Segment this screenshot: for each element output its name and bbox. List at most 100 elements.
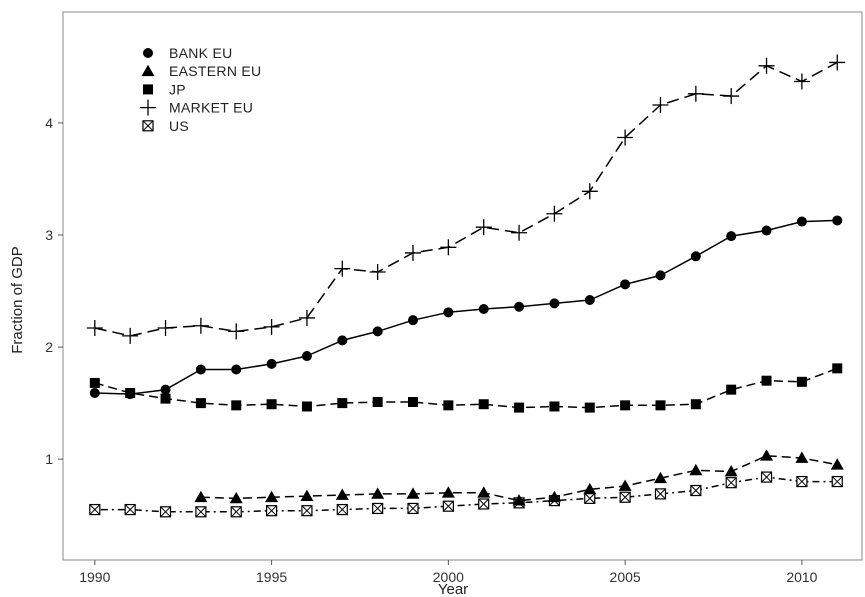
eastern-eu-point — [265, 490, 279, 503]
series-group — [86, 54, 846, 518]
us-point — [372, 502, 384, 515]
us-point — [442, 500, 454, 512]
bank-eu-point — [832, 215, 843, 226]
jp-point — [584, 402, 595, 413]
market-eu-point — [687, 85, 704, 102]
eastern-eu-point — [583, 482, 597, 495]
legend-market-eu-point — [140, 99, 156, 116]
bank-eu-point — [584, 295, 595, 306]
us-point — [654, 488, 667, 500]
legend-label: MARKET EU — [169, 100, 253, 116]
eastern-eu-point — [618, 479, 632, 491]
jp-point — [443, 400, 454, 411]
bank-eu-point — [408, 315, 419, 326]
jp-point — [726, 384, 737, 395]
us-point — [796, 475, 808, 488]
jp-point — [514, 402, 525, 413]
bank-eu-point — [89, 388, 100, 399]
eastern-eu-point — [512, 494, 526, 506]
y-tick-label: 3 — [45, 227, 53, 243]
market-eu-point — [192, 317, 209, 334]
legend-eastern-eu-point — [141, 64, 155, 77]
us-point — [690, 484, 702, 497]
us-point — [619, 491, 631, 503]
legend-item-eastern-eu: EASTERN EU — [141, 63, 261, 79]
legend-item-market-eu: MARKET EU — [140, 99, 253, 116]
y-axis-title: Fraction of GDP — [9, 246, 26, 354]
us-point — [478, 498, 490, 510]
market-eu-point — [758, 57, 775, 74]
bank-eu-point — [231, 364, 242, 375]
x-tick-label: 2005 — [610, 569, 641, 585]
bank-eu-point — [125, 389, 136, 400]
jp-point — [655, 400, 666, 411]
bank-eu-point — [372, 326, 383, 337]
x-tick-label: 1995 — [256, 569, 287, 585]
bank-eu-point — [160, 384, 171, 395]
market-eu-point — [405, 244, 422, 261]
market-eu-point — [652, 97, 669, 114]
eastern-eu-point — [194, 490, 208, 503]
us-point — [195, 506, 207, 518]
market-eu-point — [617, 129, 634, 146]
us-point — [725, 477, 737, 489]
bank-eu-line — [94, 219, 838, 395]
bank-eu-point — [726, 231, 737, 242]
eastern-eu-point — [724, 464, 738, 477]
jp-line — [94, 367, 838, 409]
us-point — [301, 505, 313, 517]
jp-point — [796, 376, 807, 387]
market-eu-point — [228, 323, 245, 340]
us-point — [760, 471, 773, 483]
eastern-eu-point — [689, 463, 703, 476]
market-eu-point — [86, 320, 103, 337]
eastern-eu-point — [795, 451, 809, 463]
bank-eu-point — [337, 335, 348, 346]
legend-bank-eu-point — [143, 48, 153, 58]
eastern-eu-point — [441, 486, 455, 498]
bank-eu-point — [655, 270, 666, 281]
market-eu-point — [546, 205, 563, 222]
axes: 1990 1995 2000 2005 2010 1 2 3 4 — [45, 11, 863, 585]
us-point — [407, 502, 419, 515]
bank-eu-point — [690, 251, 701, 262]
jp-point — [160, 393, 171, 404]
market-eu-point — [298, 309, 315, 326]
jp-point — [195, 398, 206, 409]
y-tick-label: 2 — [45, 339, 53, 355]
market-eu-point — [263, 318, 280, 335]
jp-point — [372, 396, 383, 407]
market-eu-point — [829, 54, 846, 71]
jp-point — [549, 401, 560, 412]
market-eu-point — [475, 219, 492, 236]
us-point — [159, 506, 172, 518]
jp-point — [337, 398, 348, 409]
jp-point — [301, 401, 312, 412]
x-tick-label: 2000 — [433, 569, 464, 585]
eastern-eu-series — [194, 449, 844, 506]
jp-point — [478, 399, 489, 410]
bank-eu-point — [478, 303, 489, 314]
market-eu-point — [723, 88, 740, 105]
market-eu-point — [334, 260, 351, 277]
eastern-eu-point — [300, 489, 314, 501]
bank-eu-point — [620, 279, 631, 290]
market-eu-point — [511, 224, 528, 241]
bank-eu-point — [549, 298, 560, 309]
us-point — [265, 505, 278, 517]
market-eu-series — [86, 54, 846, 344]
market-eu-line — [94, 61, 838, 337]
x-tick-label: 1990 — [79, 569, 110, 585]
legend-item-us: US — [142, 118, 189, 134]
y-tick-label: 4 — [45, 115, 53, 131]
us-point — [124, 503, 136, 516]
eastern-eu-point — [653, 471, 667, 484]
market-eu-point — [440, 239, 457, 256]
bank-eu-point — [443, 307, 454, 318]
bank-eu-point — [514, 301, 525, 312]
eastern-eu-point — [547, 490, 561, 503]
legend: BANK EU EASTERN EU JP MARKET EU US — [140, 45, 261, 134]
us-point — [230, 506, 242, 518]
market-eu-point — [369, 263, 386, 280]
us-line — [94, 476, 838, 513]
